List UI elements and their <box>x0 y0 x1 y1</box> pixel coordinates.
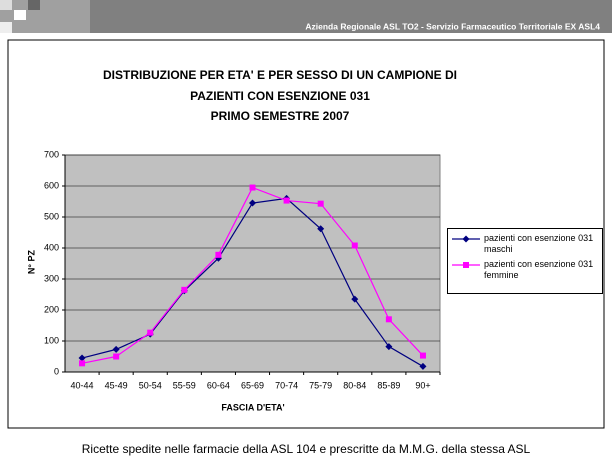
legend: pazienti con esenzione 031 maschi pazient… <box>447 228 603 294</box>
plot-area <box>64 154 441 373</box>
y-tick-label: 100 <box>44 335 59 345</box>
x-tick-label: 65-69 <box>241 380 264 390</box>
x-tick-label: 85-89 <box>377 380 400 390</box>
legend-label: pazienti con esenzione 031 maschi <box>484 233 594 254</box>
deco-square <box>14 10 26 20</box>
y-tick-label: 600 <box>44 180 59 190</box>
y-tick-label: 400 <box>44 242 59 252</box>
marker <box>249 184 256 191</box>
marker <box>419 352 426 359</box>
header-bar <box>0 0 612 33</box>
legend-marker <box>463 262 469 268</box>
x-tick-label: 70-74 <box>275 380 298 390</box>
marker <box>317 200 324 207</box>
marker <box>317 225 325 233</box>
deco-square <box>28 0 40 10</box>
marker <box>79 360 86 367</box>
marker <box>419 362 427 370</box>
y-tick-label: 300 <box>44 273 59 283</box>
chart-title: PRIMO SEMESTRE 2007 <box>211 109 350 123</box>
x-axis-label: FASCIA D'ETA' <box>221 402 284 412</box>
footer-text: Ricette spedite nelle farmacie della ASL… <box>82 442 531 456</box>
legend-symbol <box>452 235 480 243</box>
x-tick-label: 90+ <box>415 380 430 390</box>
x-tick-label: 40-44 <box>71 380 94 390</box>
x-tick-label: 50-54 <box>139 380 162 390</box>
marker <box>147 329 154 336</box>
x-tick-label: 80-84 <box>343 380 366 390</box>
legend-label: pazienti con esenzione 031 femmine <box>484 259 594 280</box>
deco-square <box>0 0 12 10</box>
y-tick-label: 500 <box>44 211 59 221</box>
chart-title: PAZIENTI CON ESENZIONE 031 <box>190 89 370 103</box>
marker <box>385 343 393 351</box>
x-tick-label: 55-59 <box>173 380 196 390</box>
marker <box>113 353 120 360</box>
marker <box>351 242 358 249</box>
marker <box>351 295 359 303</box>
marker <box>215 251 222 258</box>
x-tick-label: 75-79 <box>309 380 332 390</box>
marker <box>385 316 392 323</box>
y-tick-label: 0 <box>54 366 59 376</box>
y-tick-label: 200 <box>44 304 59 314</box>
marker <box>283 197 290 204</box>
chart-title: DISTRIBUZIONE PER ETA' E PER SESSO DI UN… <box>103 68 457 82</box>
marker <box>181 286 188 293</box>
deco-square <box>0 22 12 33</box>
header-decoration <box>0 0 90 33</box>
marker <box>112 345 120 353</box>
marker <box>78 354 86 362</box>
legend-item: pazienti con esenzione 031 femmine <box>448 259 602 281</box>
marker <box>249 199 256 207</box>
y-tick-label: 700 <box>44 149 59 159</box>
x-tick-label: 60-64 <box>207 380 230 390</box>
legend-symbol <box>452 262 480 268</box>
y-axis-label: N° PZ <box>26 249 36 274</box>
header-text: Azienda Regionale ASL TO2 - Servizio Far… <box>305 21 600 31</box>
legend-item: pazienti con esenzione 031 maschi <box>448 233 602 255</box>
x-tick-label: 45-49 <box>105 380 128 390</box>
legend-marker <box>462 235 470 243</box>
